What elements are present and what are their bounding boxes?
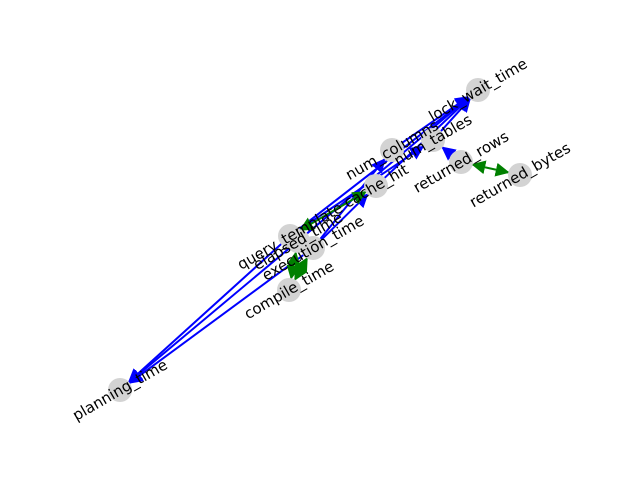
edge-elapsed_time-to-planning_time: [128, 247, 290, 384]
label-layer: lock_wait_timenum_tablesnum_columnsretur…: [69, 55, 574, 426]
node-cache_hit: [364, 174, 388, 198]
node-lock_wait_time: [466, 78, 490, 102]
edge-num_tables-to-lock_wait_time: [440, 97, 471, 132]
node-returned_bytes: [508, 163, 532, 187]
node-num_columns: [380, 138, 404, 162]
edge-query_template-to-planning_time: [127, 243, 282, 383]
node-compile_time: [277, 278, 301, 302]
edge-elapsed_time-to-compile_time: [286, 251, 301, 280]
node-label-planning_time: planning_time: [69, 356, 171, 426]
edge-returned_rows-to-returned_bytes: [471, 160, 510, 177]
node-layer: [108, 78, 532, 402]
edge-execution_time-to-compile_time: [294, 257, 308, 281]
node-num_tables: [421, 128, 445, 152]
node-planning_time: [108, 378, 132, 402]
node-label-lock_wait_time: lock_wait_time: [426, 55, 531, 127]
edge-query_template-to-cache_hit: [299, 191, 367, 231]
edge-execution_time-to-planning_time: [128, 254, 304, 384]
node-returned_rows: [449, 150, 473, 174]
edge-returned_rows-to-num_tables: [441, 146, 457, 161]
node-execution_time: [301, 236, 325, 260]
